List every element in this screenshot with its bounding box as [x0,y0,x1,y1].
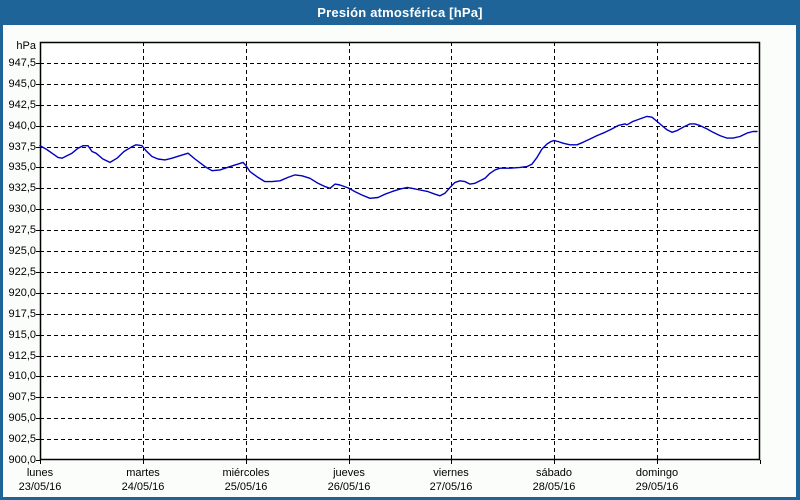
y-axis-unit-label: hPa [16,40,36,52]
y-tick-label: 937,5 [8,141,36,153]
y-tick-label: 935,0 [8,161,36,173]
x-day-date-label: 27/05/16 [429,481,473,493]
x-day-date-label: 29/05/16 [635,481,679,493]
x-day-date-label: 24/05/16 [121,481,165,493]
window-title: Presión atmosférica [hPa] [317,5,483,20]
x-day-date-label: 25/05/16 [224,481,268,493]
window-titlebar: Presión atmosférica [hPa] [0,0,800,25]
plot-area [40,42,760,460]
x-day-name-label: viernes [433,467,469,479]
y-tick-label: 902,5 [8,433,36,445]
x-day-date-label: 23/05/16 [18,481,62,493]
y-tick-label: 905,0 [8,412,36,424]
y-tick-label: 915,0 [8,329,36,341]
x-day-name-label: lunes [26,467,54,479]
window-border-left [0,0,3,500]
y-tick-label: 922,5 [8,266,36,278]
y-tick-label: 940,0 [8,120,36,132]
y-tick-label: 947,5 [8,57,36,69]
y-tick-label: 930,0 [8,203,36,215]
y-tick-label: 945,0 [8,78,36,90]
pressure-series-line [39,115,758,200]
y-tick-label: 912,5 [8,350,36,362]
plot-border [39,41,761,461]
y-tick-label: 910,0 [8,370,36,382]
y-tick-label: 927,5 [8,224,36,236]
window-border-bottom [0,497,800,500]
x-day-date-label: 26/05/16 [327,481,371,493]
y-tick-label: 917,5 [8,308,36,320]
x-day-name-label: jueves [333,467,365,479]
x-day-name-label: domingo [635,467,679,479]
x-day-name-label: martes [126,467,160,479]
x-day-name-label: miércoles [222,467,270,479]
y-tick-label: 932,5 [8,182,36,194]
y-tick-label: 925,0 [8,245,36,257]
x-day-date-label: 28/05/16 [532,481,576,493]
x-day-name-label: sábado [535,467,573,479]
y-tick-label: 942,5 [8,99,36,111]
y-tick-label: 920,0 [8,287,36,299]
y-tick-label: 900,0 [8,454,36,466]
y-tick-label: 907,5 [8,391,36,403]
window-border-right [796,0,800,500]
